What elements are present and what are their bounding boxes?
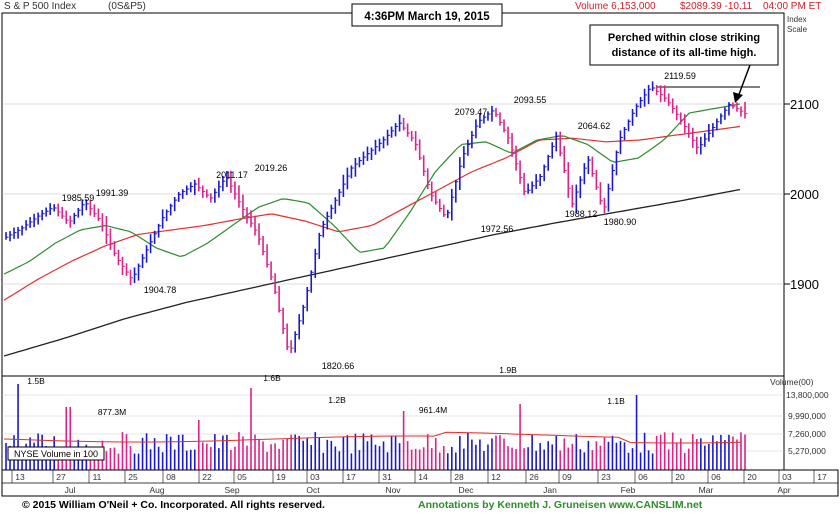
annotation-line2: distance of its all-time high.	[612, 47, 757, 59]
ma-slow-line	[3, 188, 741, 357]
price-label: 1988.12	[565, 209, 598, 219]
price-label: 1972.56	[481, 224, 514, 234]
day-label: 13	[15, 472, 25, 482]
volume-label: 1.9B	[499, 365, 517, 375]
volume-bars	[5, 384, 746, 470]
day-label: 03	[310, 472, 320, 482]
price-label: 1985.59	[62, 193, 95, 203]
day-label: 28	[454, 472, 464, 482]
price-label: 2079.47	[455, 107, 488, 117]
annotation-arrow-shaft	[737, 64, 751, 98]
month-label: Feb	[621, 485, 636, 495]
volume-label: 961.4M	[419, 405, 447, 415]
price-label: 1991.39	[96, 188, 129, 198]
month-label: Nov	[385, 485, 401, 495]
price-label: 2011.17	[216, 170, 248, 180]
y-tick-label: 2000	[790, 187, 819, 202]
price-label: 1904.78	[144, 285, 177, 295]
day-label: 23	[601, 472, 611, 482]
annotation-credit: Annotations by Kenneth J. Gruneisen www.…	[418, 499, 703, 511]
volume-average-line	[3, 431, 742, 444]
month-label: Sep	[224, 485, 239, 495]
date-axis-labels: 13 27 11 25 08 22 05 19 03 17 31 14 28 12 26 09 23 06 20 06…	[11, 470, 827, 495]
price-gridlines	[2, 103, 784, 285]
volume-legend: NYSE Volume in 100	[14, 449, 98, 459]
price-label: 2119.59	[664, 71, 696, 81]
day-label: 25	[128, 472, 138, 482]
volume-labels: 1.5B 877.3M 1.6B 1.2B 961.4M 1.9B 1.1B	[27, 365, 625, 417]
volume-tick-1: 9,990,000	[788, 411, 826, 421]
month-label: Apr	[777, 485, 790, 495]
price-label: 1820.66	[322, 361, 355, 371]
day-label: 19	[276, 472, 286, 482]
volume-panel: 1.5B 877.3M 1.6B 1.2B 961.4M 1.9B 1.1B NYSE Vo…	[1, 365, 785, 471]
volume-tick-2: 7,260,000	[788, 429, 826, 439]
day-label: 11	[93, 472, 102, 482]
day-label: 14	[418, 472, 428, 482]
volume-label: 877.3M	[98, 407, 126, 417]
y-tick-label: 1900	[790, 277, 819, 292]
ma-mid-line	[3, 125, 741, 301]
moving-averages	[3, 103, 741, 357]
timestamp-box: 4:36PM March 19, 2015	[351, 3, 503, 27]
volume-label: 1.2B	[328, 395, 346, 405]
month-label: Jul	[65, 485, 76, 495]
quote-time: 04:00 PM ET	[763, 1, 821, 12]
day-label: 09	[562, 472, 572, 482]
day-label: 03	[782, 472, 792, 482]
annotation-line1: Perched within close striking	[608, 32, 760, 44]
annotation-box: Perched within close striking distance o…	[589, 24, 779, 103]
scale-label-scale: Scale	[787, 25, 808, 34]
day-label: 06	[711, 472, 721, 482]
day-label: 06	[638, 472, 648, 482]
day-label: 26	[529, 472, 539, 482]
price-labels: 1985.59 1991.39 1904.78 2011.17 2019.26 1820.…	[62, 71, 696, 371]
index-symbol: (0S&P5)	[108, 1, 146, 12]
price-label: 2064.62	[578, 121, 611, 131]
day-label: 27	[56, 472, 66, 482]
price-label: 1980.90	[604, 217, 637, 227]
price-bars	[5, 81, 748, 354]
price-axis: 1900 2000 2100	[784, 97, 819, 292]
copyright-footer: © 2015 William O'Neil + Co. Incorporated…	[22, 499, 325, 511]
month-label: Jan	[543, 485, 557, 495]
month-label: Oct	[306, 485, 320, 495]
price-label: 2093.55	[514, 95, 547, 105]
volume-readout: Volume 6,153,000	[575, 1, 656, 12]
day-label: 17	[817, 472, 827, 482]
volume-tick-3: 5,270,000	[788, 446, 826, 456]
day-label: 22	[202, 472, 212, 482]
index-title: S & P 500 Index	[4, 1, 76, 12]
volume-legend-box	[7, 446, 105, 461]
y-tick-label: 2100	[790, 97, 819, 112]
day-label: 20	[747, 472, 757, 482]
date-axis: 13 27 11 25 08 22 05 19 03 17 31 14 28 12 26 09 23 06 20 06…	[1, 469, 839, 497]
volume-gridlines	[2, 394, 784, 452]
month-label: Dec	[458, 485, 474, 495]
scale-label-index: Index	[787, 15, 807, 24]
volume-label: 1.5B	[27, 376, 45, 386]
volume-title: Volume(00)	[770, 377, 814, 387]
month-label: Mar	[699, 485, 714, 495]
day-label: 08	[166, 472, 176, 482]
quote-readout: $2089.39 -10.11	[680, 1, 753, 12]
day-label: 12	[491, 472, 501, 482]
price-label: 2019.26	[255, 163, 288, 173]
ma-fast-line	[3, 103, 741, 275]
day-label: 31	[382, 472, 392, 482]
day-label: 05	[237, 472, 247, 482]
annotation-arrow-icon	[733, 92, 743, 103]
month-label: Aug	[149, 485, 164, 495]
timestamp-text: 4:36PM March 19, 2015	[364, 11, 490, 23]
day-label: 20	[675, 472, 685, 482]
volume-label: 1.6B	[263, 373, 281, 383]
volume-tick-0: 13,800,000	[786, 390, 829, 400]
day-label: 17	[346, 472, 356, 482]
price-panel: 1900 2000 2100 1985.59 1991.39 1904.78 2011.1…	[1, 12, 819, 377]
volume-label: 1.1B	[607, 396, 625, 406]
